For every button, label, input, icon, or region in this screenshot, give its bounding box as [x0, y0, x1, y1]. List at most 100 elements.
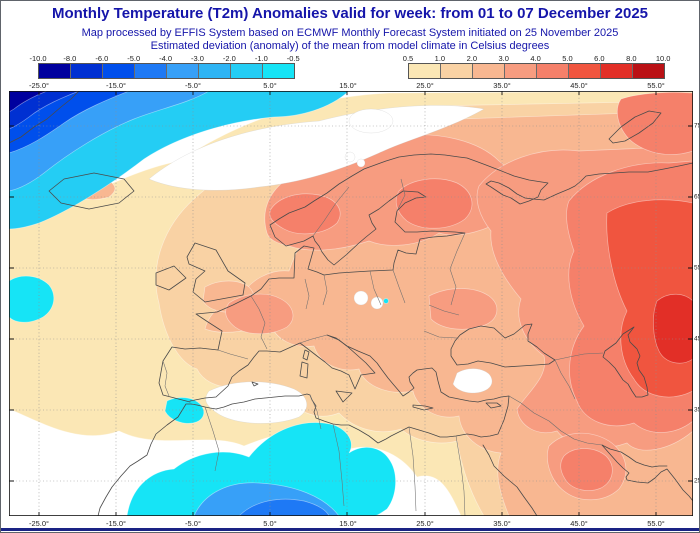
- latitude-label: 75: [694, 122, 699, 130]
- longitude-label: 45.0°: [570, 81, 588, 90]
- longitude-axis-top: -25.0° -15.0° -5.0° 5.0° 15.0° 25.0° 35.0° 45.0…: [1, 81, 699, 90]
- anomaly-map: [8, 90, 694, 517]
- longitude-label: 55.0°: [647, 81, 665, 90]
- legend-tick-label: -3.0: [191, 54, 204, 63]
- white-spot-poland-1: [353, 290, 369, 306]
- border-france-east: [250, 295, 268, 350]
- legend-color-cell: [135, 64, 167, 78]
- legend-tick-label: -0.5: [286, 54, 300, 63]
- longitude-label: 15.0°: [339, 81, 357, 90]
- coastline-cyprus: [485, 402, 502, 409]
- legend-color-cell: [231, 64, 263, 78]
- anomaly-red2-ukraine: [428, 288, 498, 330]
- legend-tick-label: 5.0: [562, 54, 573, 63]
- cold-cyan-africa: [126, 422, 396, 517]
- legend-color-cell: [601, 64, 633, 78]
- coastline-iran-gulf: [601, 444, 668, 468]
- legend-tick-label: -10.0: [29, 54, 47, 63]
- edge-ticks: [9, 91, 693, 516]
- cold-cyan-atlantic-patch: [8, 275, 55, 323]
- latitude-label: 25: [694, 477, 699, 485]
- legend-tick-label: -5.0: [127, 54, 141, 63]
- anomaly-red-northeast: [616, 91, 694, 155]
- longitude-label: 5.0°: [263, 519, 277, 528]
- longitude-label: -15.0°: [105, 81, 127, 90]
- coastline-persian-gulf: [601, 444, 694, 502]
- legend-tick-label: -8.0: [63, 54, 77, 63]
- cold-blue-africa-deep: [238, 498, 330, 517]
- longitude-label: 25.0°: [416, 519, 434, 528]
- legend-tick-label: -6.0: [95, 54, 109, 63]
- colorbar-positive-labels: 0.5 1.0 2.0 3.0 4.0 5.0 6.0 8.0 10.0: [403, 54, 671, 63]
- coastline-ireland: [155, 265, 187, 291]
- longitude-label: 25.0°: [416, 81, 434, 90]
- border-turkey-iran: [508, 359, 603, 446]
- longitude-label: 35.0°: [493, 519, 511, 528]
- longitude-label: -5.0°: [185, 519, 201, 528]
- coastline-caspian: [602, 326, 649, 398]
- coastline-europe-north: [158, 153, 694, 403]
- white-spot-lofoten-2: [356, 158, 366, 168]
- coastline-red-sea: [482, 444, 538, 517]
- anomaly-map-svg: [8, 90, 694, 517]
- anomaly-red-gulf-core: [560, 448, 613, 491]
- coastline-mediterranean: [97, 334, 510, 517]
- longitude-label: 15.0°: [339, 519, 357, 528]
- white-patch-norwegian-sea: [348, 108, 394, 134]
- legend-tick-label: -2.0: [222, 54, 236, 63]
- legend-color-cell: [633, 64, 664, 78]
- longitude-label: 45.0°: [570, 519, 588, 528]
- white-spot-poland-2: [370, 296, 384, 310]
- border-germany-poland: [304, 274, 328, 310]
- border-pyrenees: [217, 349, 249, 360]
- page-title: Monthly Temperature (T2m) Anomalies vali…: [51, 5, 648, 22]
- legend-color-cell: [199, 64, 231, 78]
- coastline-sardinia: [299, 361, 309, 379]
- legend-color-cell: [569, 64, 601, 78]
- longitude-label: 5.0°: [263, 81, 277, 90]
- cold-cyan-gibraltar: [164, 397, 205, 424]
- coastline-novaya-zemlya: [608, 110, 662, 144]
- legend-color-cell: [167, 64, 199, 78]
- border-poland-ukraine: [369, 269, 406, 306]
- border-scandinavia: [312, 178, 406, 237]
- legend-color-cell: [103, 64, 135, 78]
- longitude-label: -25.0°: [28, 519, 50, 528]
- legend-tick-label: -4.0: [159, 54, 173, 63]
- legend-tick-label: 3.0: [498, 54, 509, 63]
- coastline-sicily: [335, 390, 353, 403]
- coastline-britain: [186, 242, 246, 303]
- border-portugal: [162, 360, 170, 397]
- white-band-northwest: [148, 105, 485, 191]
- longitude-label: 35.0°: [493, 81, 511, 90]
- white-patch-anatolia: [452, 368, 493, 394]
- border-russia-west: [449, 232, 466, 306]
- latitude-label: 45: [694, 335, 699, 343]
- anomaly-red-finland: [395, 178, 473, 229]
- legend-color-cell: [39, 64, 71, 78]
- subtitle-processing: Map processed by EFFIS System based on E…: [81, 27, 619, 39]
- legend-color-cell: [473, 64, 505, 78]
- colorbar-negative-labels: -10.0 -8.0 -6.0 -5.0 -4.0 -3.0 -2.0 -1.0 -0.5: [29, 54, 299, 63]
- latitude-label: 35: [694, 406, 699, 414]
- coastline-corsica: [302, 349, 310, 361]
- subtitle-units: Estimated deviation (anomaly) of the mea…: [150, 40, 550, 52]
- border-balkans: [423, 304, 460, 339]
- coastline-greenland: [8, 90, 80, 144]
- longitude-label: -15.0°: [105, 519, 127, 528]
- longitude-label: -5.0°: [185, 81, 201, 90]
- latitude-label: 65: [694, 193, 699, 201]
- legend-color-cell: [263, 64, 294, 78]
- legend-tick-label: 1.0: [434, 54, 446, 63]
- legend-tick-label: 10.0: [655, 54, 671, 63]
- colorbar-positive: 0.5 1.0 2.0 3.0 4.0 5.0 6.0 8.0 10.0: [403, 54, 670, 79]
- longitude-label: 55.0°: [647, 519, 665, 528]
- colorbar-positive-cells: [408, 63, 665, 79]
- latitude-label: 55: [694, 264, 699, 272]
- footer-rule: [1, 528, 699, 531]
- legend-tick-label: 2.0: [466, 54, 478, 63]
- anomaly-red-norway: [269, 193, 341, 235]
- anomaly-red2-france: [225, 293, 294, 335]
- legend-tick-label: 8.0: [626, 54, 637, 63]
